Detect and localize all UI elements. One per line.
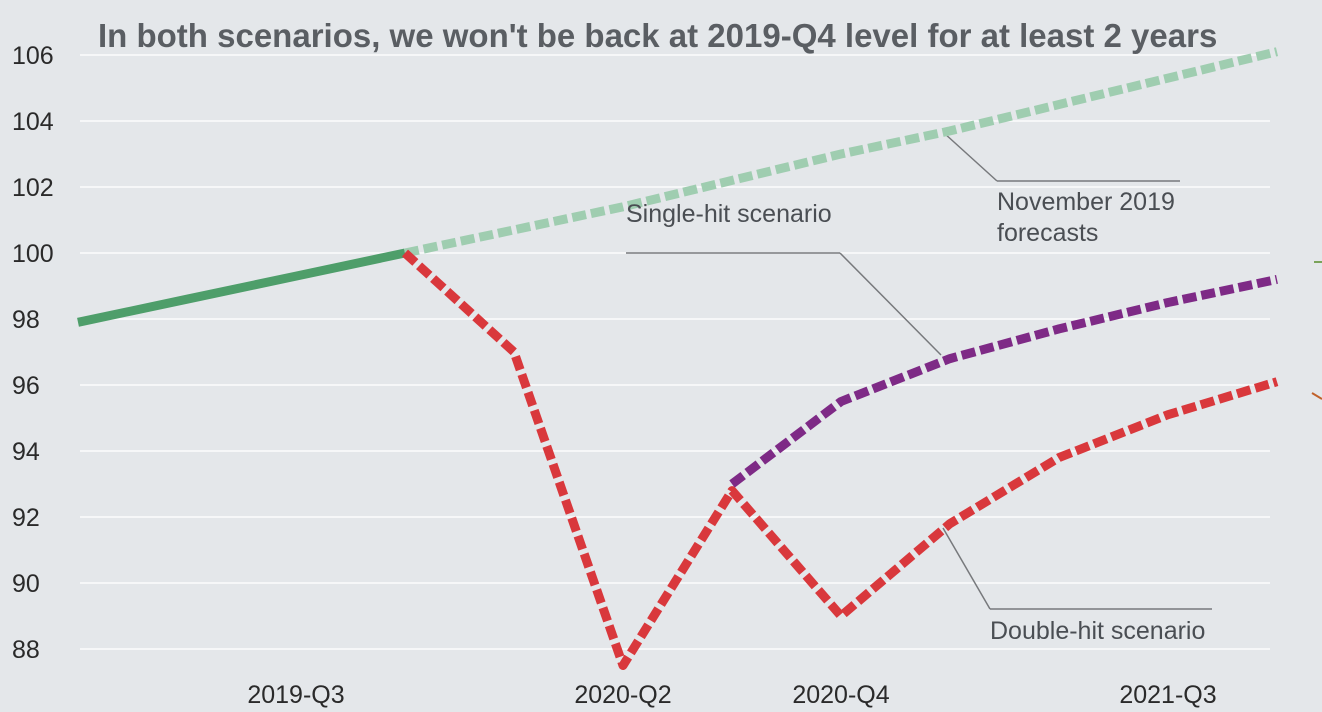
y-tick-label: 102 [12, 174, 54, 202]
y-tick-label: 104 [12, 108, 54, 136]
annotation-label-november: forecasts [997, 219, 1098, 247]
x-axis: 2019-Q3 2020-Q2 2020-Q4 2021-Q3 [247, 681, 1216, 709]
grid [80, 54, 1270, 650]
y-tick-label: 106 [12, 42, 54, 70]
annotation-leader [942, 527, 991, 610]
x-tick-label: 2021-Q3 [1119, 681, 1216, 709]
series-line-history [77, 248, 406, 327]
x-tick-label: 2020-Q2 [574, 681, 671, 709]
edge-marker [1311, 392, 1322, 400]
y-tick-label: 96 [12, 372, 40, 400]
annotation-label-single: Single-hit scenario [626, 200, 832, 228]
annotation-leader [839, 252, 942, 356]
annotation-leader [943, 132, 998, 182]
series-lines [77, 47, 1279, 670]
annotation-label-double: Double-hit scenario [990, 617, 1205, 645]
annotation-leaders [626, 132, 1322, 610]
y-tick-label: 98 [12, 306, 40, 334]
annotations: November 2019 forecasts Single-hit scenari… [626, 188, 1205, 645]
series-line-november [404, 47, 1279, 258]
annotation-label-november: November 2019 [997, 188, 1175, 216]
y-axis: 106 104 102 100 98 96 94 92 90 88 [12, 42, 54, 664]
series-line-double [401, 249, 1279, 670]
x-tick-label: 2020-Q4 [792, 681, 889, 709]
y-tick-label: 94 [12, 438, 40, 466]
y-tick-label: 88 [12, 636, 40, 664]
y-tick-label: 100 [12, 240, 54, 268]
y-tick-label: 90 [12, 570, 40, 598]
y-tick-label: 92 [12, 504, 40, 532]
series-line-single [729, 274, 1278, 488]
x-tick-label: 2019-Q3 [247, 681, 344, 709]
chart-title: In both scenarios, we won't be back at 2… [98, 17, 1217, 54]
